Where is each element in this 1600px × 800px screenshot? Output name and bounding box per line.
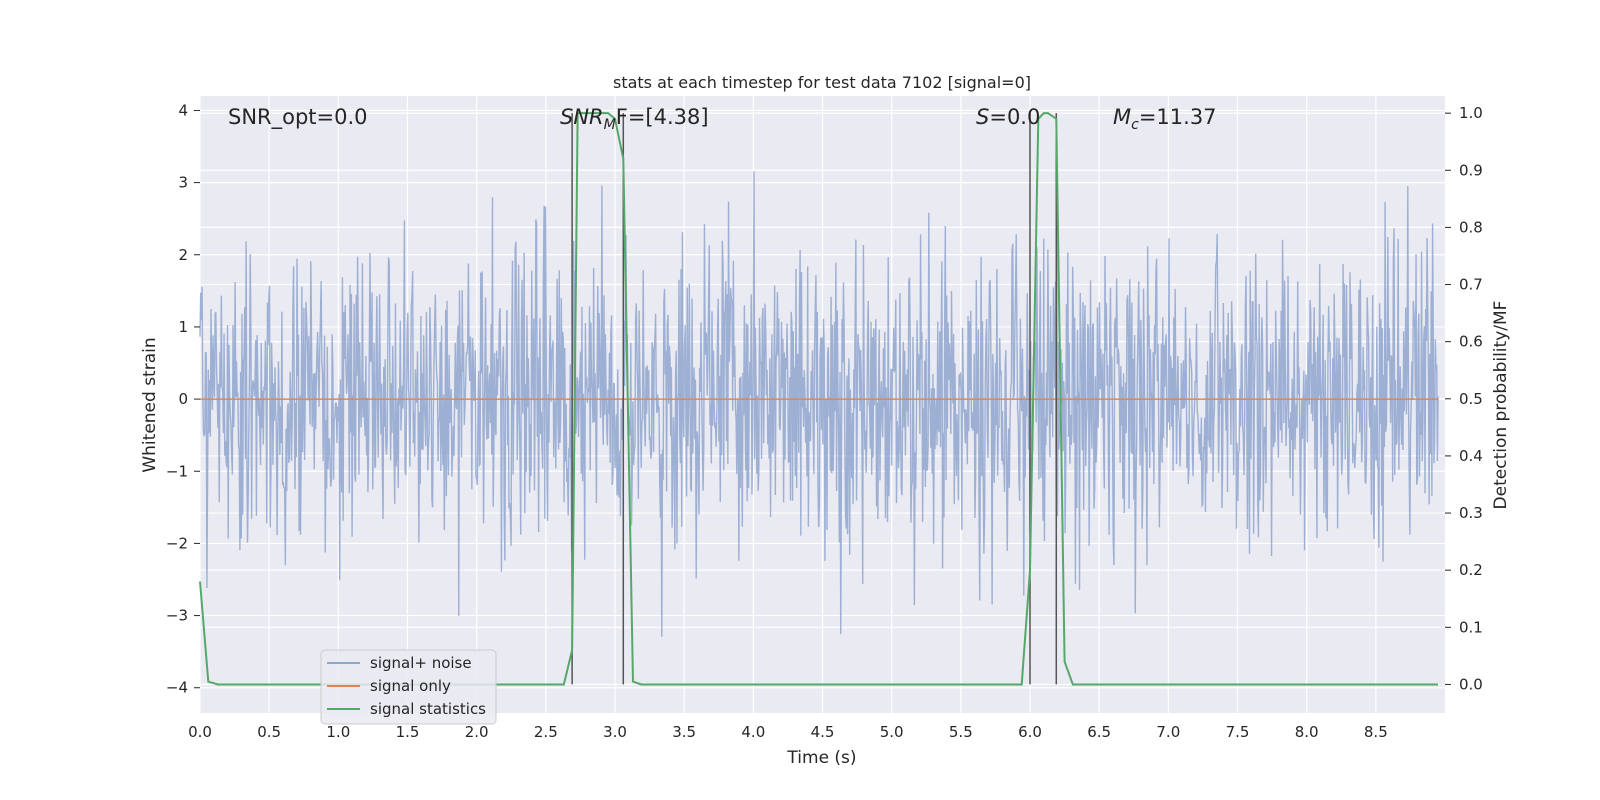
y-tick-label: 2	[178, 246, 188, 264]
x-tick-label: 5.0	[880, 723, 904, 741]
signal-noise-line	[199, 171, 1439, 637]
x-tick-label: 5.5	[949, 723, 973, 741]
x-tick-label: 4.0	[741, 723, 765, 741]
y-right-tick-label: 0.8	[1459, 218, 1483, 236]
x-tick-label: 4.5	[811, 723, 835, 741]
x-tick-label: 7.0	[1156, 723, 1180, 741]
annotation-s-rest: =0.0	[989, 105, 1040, 129]
x-tick-label: 6.5	[1087, 723, 1111, 741]
x-tick-label: 8.5	[1364, 723, 1388, 741]
y-tick-label: 3	[178, 174, 188, 192]
annotation-mc-sub: c	[1131, 117, 1139, 133]
legend-label-signal-noise: signal+ noise	[370, 654, 472, 672]
y-tick-label: −2	[166, 534, 188, 552]
annotation-snr-mf-rest: F=[4.38]	[616, 105, 709, 129]
annotation-mc-main: M	[1113, 105, 1131, 129]
x-tick-label: 7.5	[1226, 723, 1250, 741]
y-axis-label: Whitened strain	[140, 337, 160, 472]
y-right-tick-label: 0.3	[1459, 504, 1483, 522]
y-right-tick-label: 0.0	[1459, 675, 1483, 693]
annotation-snr-mf-main: SNR	[560, 105, 604, 129]
x-tick-label: 8.0	[1295, 723, 1319, 741]
annotation-mc: Mc=11.37	[1113, 105, 1217, 133]
y-right-tick-label: 0.6	[1459, 333, 1483, 351]
y-right-tick-label: 0.4	[1459, 447, 1483, 465]
x-tick-label: 1.5	[396, 723, 420, 741]
annotation-s: S=0.0	[976, 105, 1040, 129]
x-tick-label: 2.0	[465, 723, 489, 741]
legend-box	[320, 649, 497, 725]
annotation-snr-mf-sub: M	[604, 117, 616, 133]
y-tick-label: 4	[178, 101, 188, 119]
y-right-tick-labels: 1.0 0.9 0.8 0.7 0.6 0.5 0.4 0.3 0.2 0.1 0.0	[1445, 104, 1483, 693]
y-tick-label: −3	[166, 607, 188, 625]
legend-label-signal-statistics: signal statistics	[370, 700, 486, 718]
y-right-tick-label: 0.7	[1459, 276, 1483, 294]
x-tick-label: 3.0	[603, 723, 627, 741]
y-right-tick-label: 0.9	[1459, 161, 1483, 179]
y-right-tick-label: 0.1	[1459, 618, 1483, 636]
x-tick-label: 0.5	[257, 723, 281, 741]
series-signal-noise	[199, 171, 1439, 637]
annotation-s-main: S	[976, 105, 989, 129]
y-tick-label: 0	[178, 390, 188, 408]
y-tick-label: −4	[166, 679, 188, 697]
y-right-tick-label: 0.5	[1459, 390, 1483, 408]
y-right-axis-label: Detection probability/MF	[1491, 301, 1511, 510]
y-tick-labels: 4 3 2 1 0 −1 −2 −3 −4	[166, 101, 200, 697]
x-tick-label: 1.0	[326, 723, 350, 741]
legend-label-signal-only: signal only	[370, 677, 451, 695]
annotation-snr-opt: SNR_opt=0.0	[228, 105, 368, 130]
vertical-markers	[571, 113, 1058, 685]
y-tick-label: 1	[178, 318, 188, 336]
x-axis-label: Time (s)	[786, 748, 856, 768]
chart-title: stats at each timestep for test data 710…	[613, 73, 1031, 92]
x-tick-label: 3.5	[672, 723, 696, 741]
annotation-mc-rest: =11.37	[1139, 105, 1217, 129]
x-tick-label: 0.0	[188, 723, 212, 741]
x-tick-labels: 0.0 0.5 1.0 1.5 2.0 2.5 3.0 3.5 4.0 4.5 5.0 5.5 6.0 6…	[188, 723, 1388, 741]
y-tick-label: −1	[166, 462, 188, 480]
annotation-snr-mf: SNRMF=[4.38]	[560, 105, 709, 133]
y-right-tick-label: 0.2	[1459, 561, 1483, 579]
legend: signal+ noise signal only signal statist…	[320, 649, 497, 725]
y-right-tick-label: 1.0	[1459, 104, 1483, 122]
x-tick-label: 2.5	[534, 723, 558, 741]
x-tick-label: 6.0	[1018, 723, 1042, 741]
